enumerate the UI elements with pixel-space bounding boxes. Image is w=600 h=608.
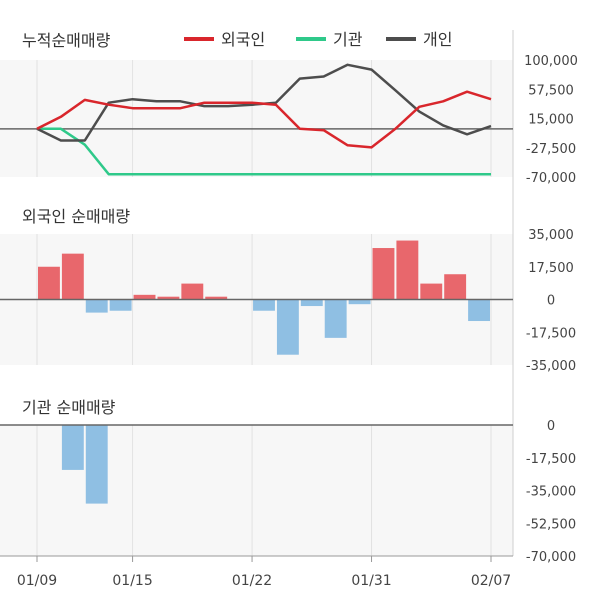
y-tick-label: 15,000	[528, 113, 574, 128]
y-tick-label: -70,000	[526, 550, 576, 565]
institution-net-bar	[85, 425, 108, 504]
y-tick-label: 0	[547, 294, 555, 309]
y-tick-label: -52,500	[526, 517, 576, 532]
y-tick-label: 35,000	[528, 228, 574, 243]
x-tick-label: 01/22	[232, 573, 272, 589]
panel-title: 누적순매매량	[22, 31, 111, 50]
series-line-institution	[37, 127, 491, 176]
panel-background	[0, 60, 513, 177]
foreign-net-bar	[420, 283, 443, 300]
foreign-net-bar	[444, 274, 467, 300]
foreign-net-bar	[205, 296, 228, 300]
y-tick-label: -27,500	[526, 142, 576, 157]
institution-net-bar	[61, 425, 84, 470]
y-tick-label: 57,500	[528, 83, 574, 98]
foreign-net-bar	[253, 299, 275, 311]
series-line-foreign	[36, 90, 492, 149]
foreign-net-bar	[300, 299, 323, 307]
y-tick-label: -35,000	[526, 485, 576, 500]
x-tick-label: 02/07	[471, 573, 511, 589]
foreign-net-bar	[348, 299, 371, 305]
y-tick-label: -35,000	[526, 359, 576, 374]
foreign-net-bar	[38, 266, 60, 300]
y-tick-label: 0	[547, 419, 555, 434]
y-tick-label: -17,500	[526, 326, 576, 341]
foreign-net-bar	[468, 299, 490, 322]
panel-title: 외국인 순매매량	[22, 207, 130, 226]
foreign-net-bar	[133, 294, 156, 300]
foreign-net-bar	[109, 299, 132, 311]
legend-label: 기관	[333, 30, 363, 49]
foreign-net-bar	[61, 253, 84, 300]
foreign-net-bar	[372, 248, 395, 300]
x-tick-label: 01/09	[17, 573, 57, 589]
y-tick-label: 17,500	[528, 261, 574, 276]
foreign-net-bar	[85, 299, 108, 313]
foreign-net-bar	[181, 283, 204, 300]
y-tick-label: -70,000	[526, 171, 576, 186]
x-tick-label: 01/31	[351, 573, 391, 589]
panel-title: 기관 순매매량	[22, 398, 116, 417]
y-tick-label: -17,500	[526, 452, 576, 467]
y-tick-label: 100,000	[524, 54, 578, 69]
foreign-net-bar	[396, 240, 419, 300]
panel-background	[0, 425, 513, 556]
foreign-net-bar	[324, 299, 347, 338]
legend-label: 외국인	[221, 30, 265, 49]
legend-label: 개인	[423, 30, 452, 49]
x-tick-label: 01/15	[112, 573, 152, 589]
foreign-net-bar	[276, 299, 299, 355]
foreign-net-bar	[157, 296, 180, 300]
